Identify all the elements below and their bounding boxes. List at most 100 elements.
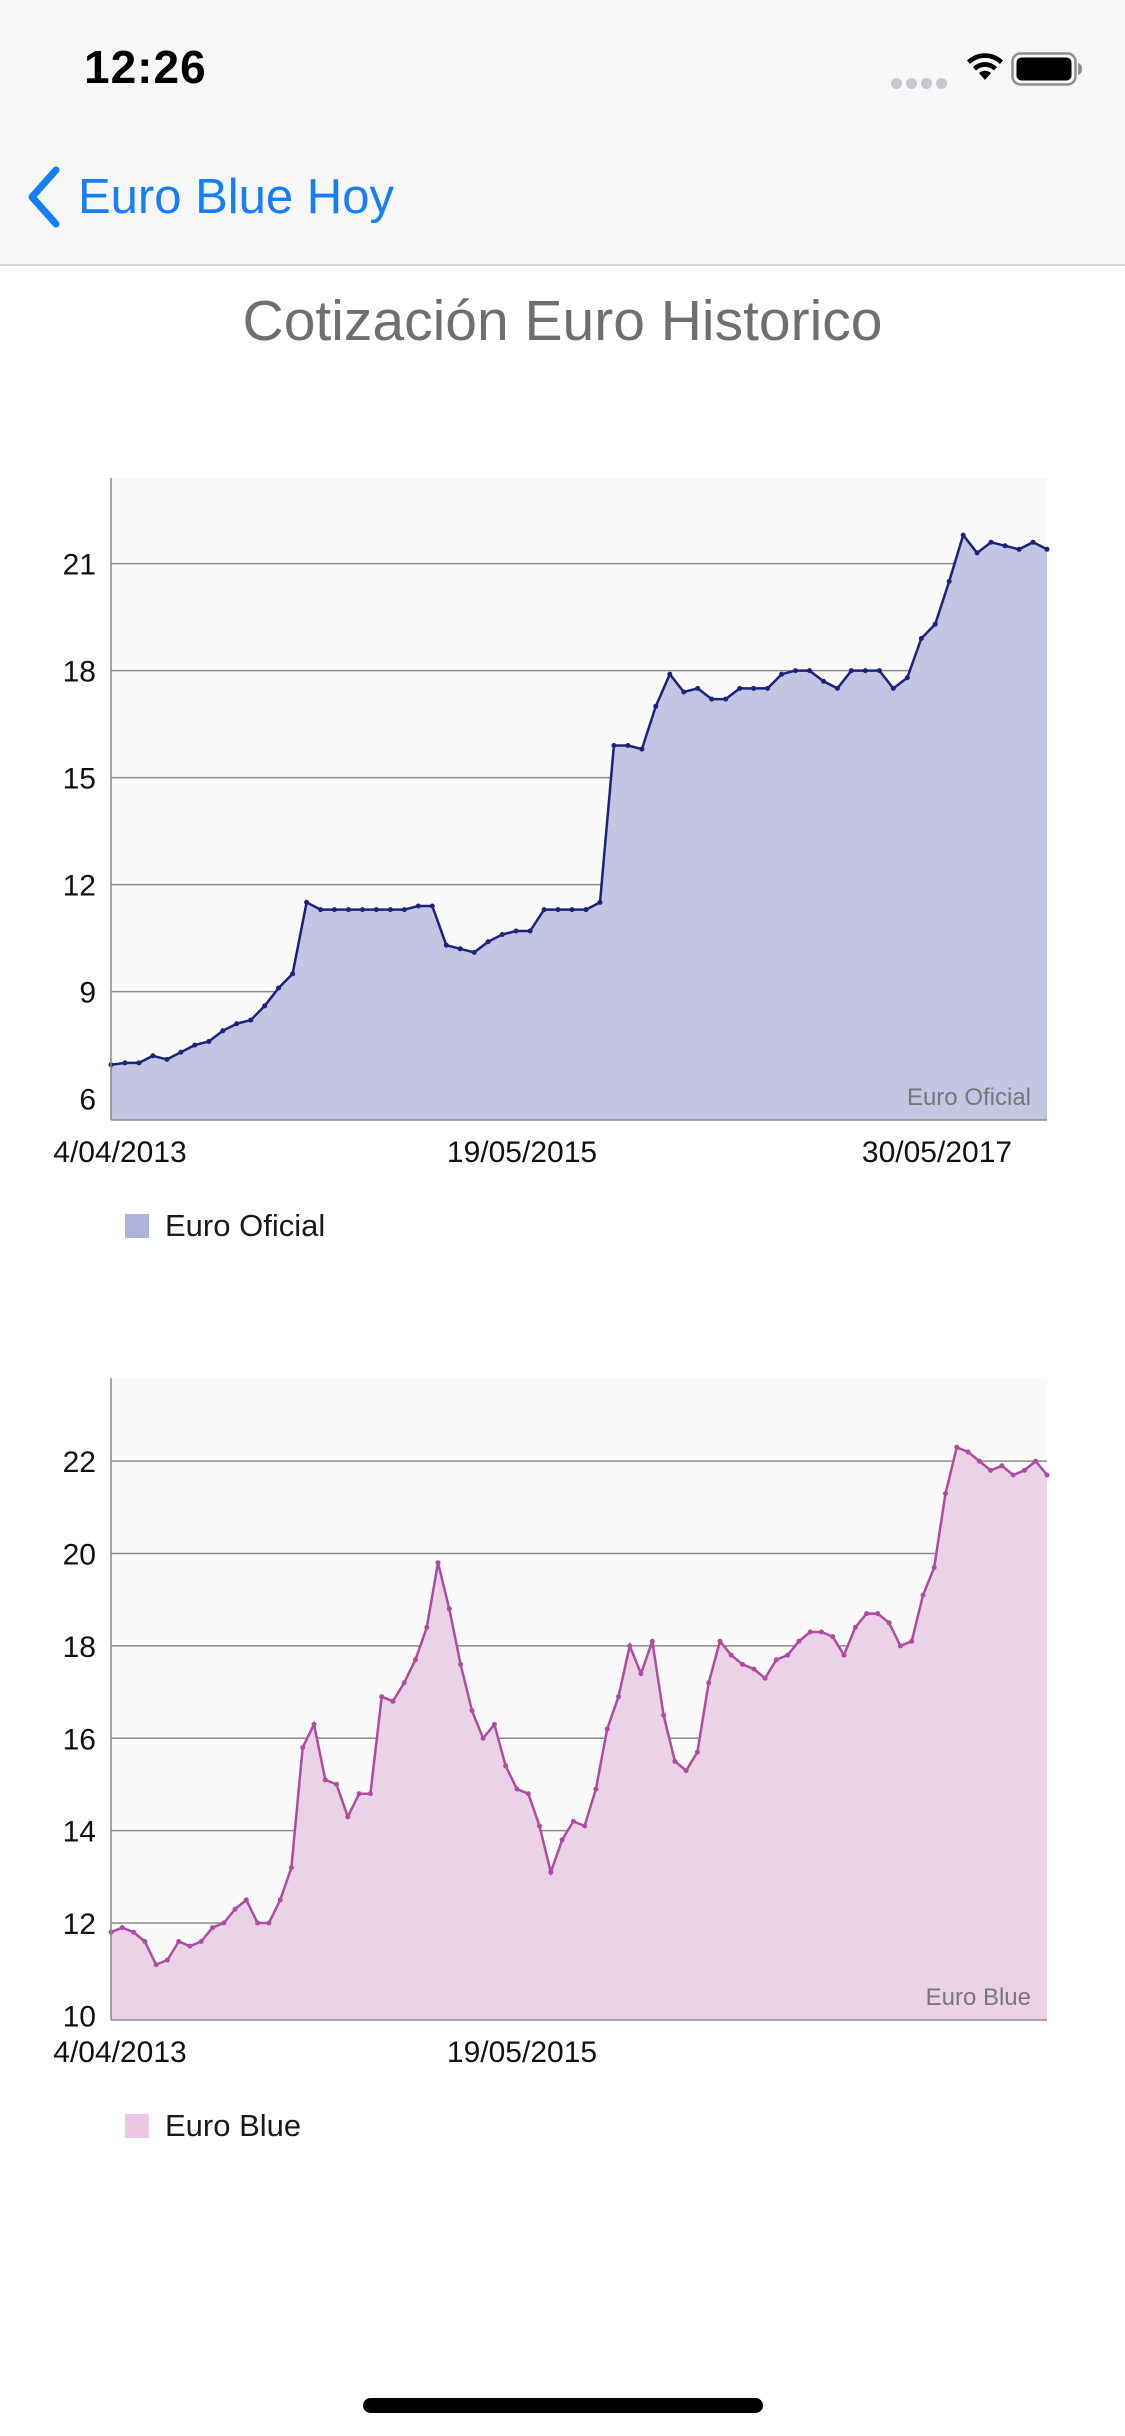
data-point [332,907,337,913]
data-point [661,1712,667,1718]
data-point [932,621,938,627]
legend-swatch [125,2114,149,2138]
data-point [471,949,477,955]
data-point [954,1444,960,1450]
y-tick-label: 9 [79,977,96,1010]
y-tick-label: 12 [63,870,96,903]
data-point [318,907,324,913]
data-point [424,1624,430,1630]
back-button[interactable]: Euro Blue Hoy [24,162,394,232]
data-point [1044,546,1050,552]
data-point [830,1634,836,1640]
data-point [793,668,798,674]
battery-icon [1011,52,1082,86]
data-point [597,899,603,905]
data-point [709,696,715,702]
data-point [672,1758,678,1764]
data-point [751,685,757,691]
y-tick-label: 16 [63,1723,96,1756]
data-point [513,928,519,934]
data-point [946,578,952,584]
data-point [723,696,729,702]
data-point [559,1837,565,1843]
data-point [164,1056,170,1062]
x-tick-label: 19/05/2015 [447,1136,597,1169]
data-point [206,1039,212,1044]
data-point [862,668,868,674]
data-point [728,1652,734,1658]
data-point [499,932,505,937]
data-point [458,1661,464,1667]
data-point [142,1939,148,1944]
data-point [639,746,645,752]
data-point [627,1643,633,1649]
data-point [694,1749,700,1755]
data-point [210,1925,215,1931]
data-point [779,671,785,677]
data-point [999,1463,1005,1469]
data-point [819,1629,824,1635]
legend-label: Euro Oficial [165,1208,326,1243]
data-point [807,668,812,674]
home-indicator [363,2398,763,2413]
data-point [1030,539,1036,545]
legend-swatch [125,1214,149,1238]
data-point [164,1957,170,1963]
data-point [751,1666,757,1672]
data-point [667,671,673,677]
data-point [266,1920,272,1926]
data-point [706,1680,712,1686]
euro-blue-plot: 10 12 14 16 18 20 22 4/04/2013 19/05/2015 Euro Bl… [53,1378,1050,2069]
data-point [514,1786,520,1792]
x-tick-label: 4/04/2013 [53,2036,186,2069]
data-point [848,668,854,674]
data-point [988,539,994,545]
data-point [537,1823,542,1829]
y-tick-label: 18 [63,1631,96,1664]
data-point [187,1943,193,1949]
data-point [931,1564,937,1570]
data-point [290,971,296,977]
data-point [960,532,966,538]
data-point [443,942,449,948]
data-point [485,939,491,945]
data-point [841,1652,847,1658]
data-point [541,907,547,913]
data-point [153,1962,159,1968]
y-tick-label: 21 [63,549,96,582]
data-point [765,685,771,691]
data-point [965,1449,971,1455]
data-point [360,907,365,913]
data-point [401,907,407,913]
chart-description: Euro Oficial [907,1084,1031,1111]
data-point [604,1726,610,1732]
data-point [1010,1472,1016,1478]
data-point [796,1638,802,1644]
x-tick-label: 4/04/2013 [53,1136,186,1169]
data-point [740,1661,745,1667]
data-point [886,1620,892,1626]
data-point [737,685,743,691]
wifi-icon [967,53,1003,80]
data-point [119,1925,125,1931]
data-point [446,1606,452,1612]
data-point [717,1638,723,1644]
euro-oficial-plot: 6 9 12 15 18 21 4/04/2013 19/05/2015 30/05/2017 E… [53,478,1050,1169]
data-point [875,1611,881,1617]
data-point [569,907,575,913]
series-area [111,535,1047,1120]
data-point [429,903,435,909]
data-point [276,985,282,991]
data-point [890,685,896,691]
data-point [390,1698,396,1704]
y-tick-label: 12 [63,1908,96,1941]
data-point [583,907,589,913]
data-point [681,689,687,695]
data-point [920,1592,926,1598]
y-tick-label: 10 [63,2000,96,2033]
data-point [864,1611,870,1617]
y-tick-label: 20 [63,1539,96,1572]
back-button-label: Euro Blue Hoy [78,170,394,224]
data-point [625,743,631,748]
data-point [1044,1472,1050,1478]
